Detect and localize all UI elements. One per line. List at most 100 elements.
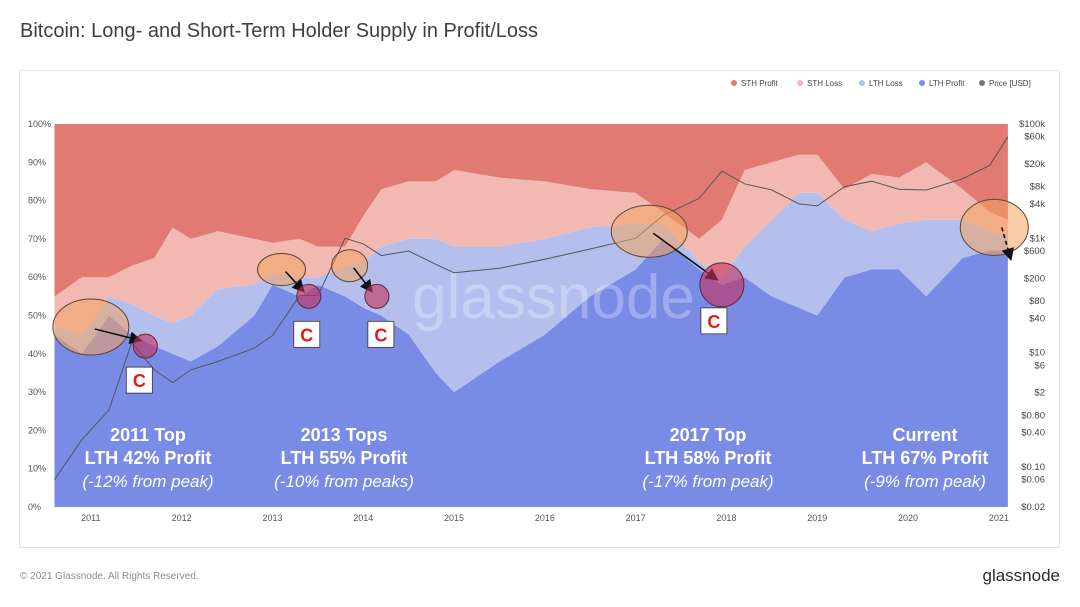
y-tick-left: 10% [28,464,46,474]
y-tick-right: $0.80 [1021,410,1045,421]
area-sth-loss[interactable] [54,154,1008,335]
x-tick-label: 2019 [807,513,827,523]
annotation-line: LTH 42% Profit [85,448,212,468]
bottom-marker-circle [296,283,322,309]
watermark: glassnode [412,263,695,332]
y-tick-left: 100% [28,119,51,129]
annotation-line: (-17% from peak) [642,472,773,491]
y-tick-right: $80 [1029,296,1045,307]
y-tick-left: 40% [28,349,46,359]
y-tick-right: $20k [1024,159,1045,170]
top-highlight-circle [959,198,1029,256]
legend-item[interactable]: STH Loss [797,79,842,88]
footer-brand-logo: glassnode [982,566,1060,585]
annotation-block: Current LTH 67% Profit (-9% from peak) [862,425,989,491]
x-tick-label: 2015 [444,513,464,523]
y-tick-right: $40 [1029,313,1045,324]
y-tick-left: 30% [28,387,46,397]
y-tick-right: $200 [1024,273,1045,284]
x-tick-label: 2017 [626,513,646,523]
callout-label: C [374,325,387,345]
annotation-line: LTH 67% Profit [862,448,989,468]
annotation-block: 2017 Top LTH 58% Profit (-17% from peak) [642,425,773,491]
top-highlight-circle [257,253,307,287]
callout-box [125,366,153,394]
top-highlight-circle [52,298,130,356]
y-tick-left: 20% [28,425,46,435]
callout-label: C [707,312,720,332]
y-tick-left: 50% [28,311,46,321]
annotation-line: 2017 Top [670,425,747,445]
legend-marker [859,80,865,86]
y-tick-left: 80% [28,196,46,206]
annotation-line: (-12% from peak) [82,472,213,491]
y-tick-right: $2 [1034,388,1045,399]
x-tick-label: 2011 [81,513,100,523]
arrow-line [352,267,373,293]
annotation-line: (-10% from peaks) [274,472,414,491]
legend-item[interactable]: STH Profit [731,79,779,88]
annotation-line: 2011 Top [110,425,186,445]
legend-label: Price [USD] [989,79,1031,88]
legend-item[interactable]: LTH Loss [859,79,903,88]
y-tick-left: 60% [28,272,46,282]
legend-label: LTH Loss [869,79,903,88]
y-tick-right: $10 [1029,348,1045,359]
legend-label: LTH Profit [929,79,965,88]
y-tick-right: $4k [1030,199,1046,210]
y-tick-left: 0% [28,502,41,512]
x-tick-label: 2018 [716,513,736,523]
chart-frame [19,70,1060,548]
annotation-line: LTH 55% Profit [281,448,408,468]
y-tick-right: $0.40 [1021,428,1045,439]
callout-label: C [300,325,313,345]
y-tick-left: 90% [28,157,46,167]
top-highlight-circle [331,249,369,283]
arrow-line [94,328,143,345]
legend-marker [797,80,803,86]
annotation-line: 2013 Tops [301,425,388,445]
y-tick-right: $60k [1024,132,1045,143]
annotation-line: LTH 58% Profit [645,448,772,468]
callout-box [700,307,728,335]
y-tick-right: $6 [1034,360,1045,371]
legend-item[interactable]: Price [USD] [979,79,1031,88]
y-tick-right: $1k [1030,233,1046,244]
x-tick-label: 2014 [353,513,373,523]
dashed-arrow-line [1000,227,1014,262]
y-tick-right: $0.02 [1021,502,1045,513]
arrow-line [284,270,305,293]
area-sth-profit[interactable] [54,124,1008,297]
callout-box [293,320,321,348]
footer-copyright: © 2021 Glassnode. All Rights Reserved. [20,571,199,582]
chart-title: Bitcoin: Long- and Short-Term Holder Sup… [20,20,539,42]
annotation-block: 2013 Tops LTH 55% Profit (-10% from peaks) [274,425,414,491]
legend-item[interactable]: LTH Profit [919,79,965,88]
legend-marker [919,80,925,86]
bottom-marker-circle [364,283,390,309]
callout-label: C [133,371,146,391]
legend-marker [979,80,985,86]
y-tick-left: 70% [28,234,46,244]
y-tick-right: $0.06 [1021,475,1045,486]
x-tick-label: 2012 [172,513,192,523]
annotation-block: 2011 Top LTH 42% Profit (-12% from peak) [82,425,213,491]
callout-box [367,320,395,348]
legend-label: STH Loss [807,79,842,88]
annotation-line: (-9% from peak) [864,472,986,491]
bottom-marker-circle [699,262,745,308]
legend-marker [731,80,737,86]
y-tick-right: $0.10 [1021,462,1045,473]
x-tick-label: 2021 [989,513,1009,523]
y-tick-right: $100k [1019,119,1045,130]
price-line[interactable] [54,136,1009,480]
y-tick-right: $600 [1024,246,1045,257]
y-tick-right: $8k [1030,182,1046,193]
x-tick-label: 2020 [898,513,918,523]
x-tick-label: 2013 [262,513,282,523]
bottom-marker-circle [132,333,158,359]
annotation-line: Current [892,425,957,445]
area-lth-loss[interactable] [54,192,1008,393]
x-tick-label: 2016 [535,513,555,523]
